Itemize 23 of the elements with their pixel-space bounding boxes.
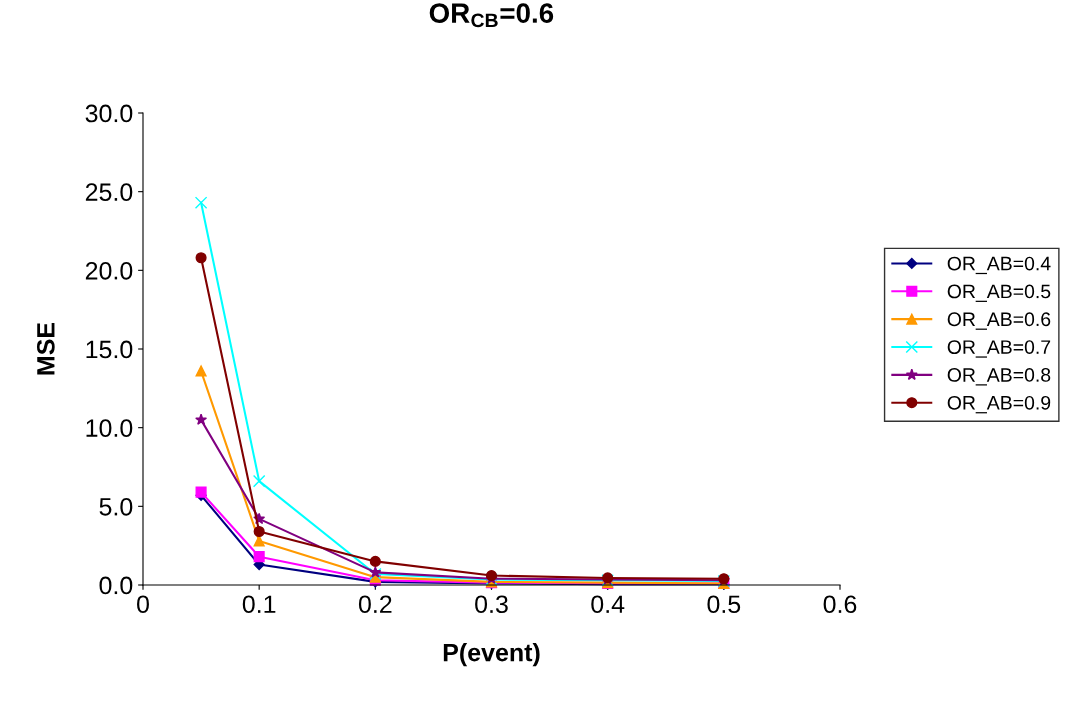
- x-tick-label: 0.5: [707, 595, 741, 614]
- legend-label: OR_AB=0.5: [947, 284, 1051, 302]
- x-tick-label: 0.3: [475, 595, 508, 614]
- legend-label: OR_AB=0.7: [947, 340, 1051, 358]
- y-tick-label: 5.0: [99, 497, 133, 516]
- x-axis-title: P(event): [443, 643, 540, 667]
- y-tick-label: 30.0: [85, 104, 133, 123]
- y-axis-title: MSE: [36, 322, 55, 375]
- x-tick-label: 0.6: [823, 595, 857, 614]
- y-tick-label: 10.0: [86, 419, 133, 437]
- y-tick-label: 20.0: [85, 261, 133, 280]
- x-tick-label: 0: [137, 595, 149, 614]
- legend-label: OR_AB=0.4: [947, 256, 1051, 275]
- legend-label: OR_AB=0.6: [947, 312, 1051, 330]
- chart-title: OR$_{CB}$=0.6: [429, 3, 554, 28]
- x-tick-label: 0.1: [242, 595, 276, 614]
- y-tick-label: 15.0: [86, 340, 133, 359]
- x-tick-label: 0.4: [591, 595, 625, 614]
- legend-label: OR_AB=0.9: [947, 395, 1051, 414]
- y-tick-label: 0.0: [99, 576, 133, 595]
- y-tick-label: 25.0: [85, 183, 133, 201]
- legend-label: OR_AB=0.8: [947, 368, 1051, 386]
- x-tick-label: 0.2: [358, 595, 392, 614]
